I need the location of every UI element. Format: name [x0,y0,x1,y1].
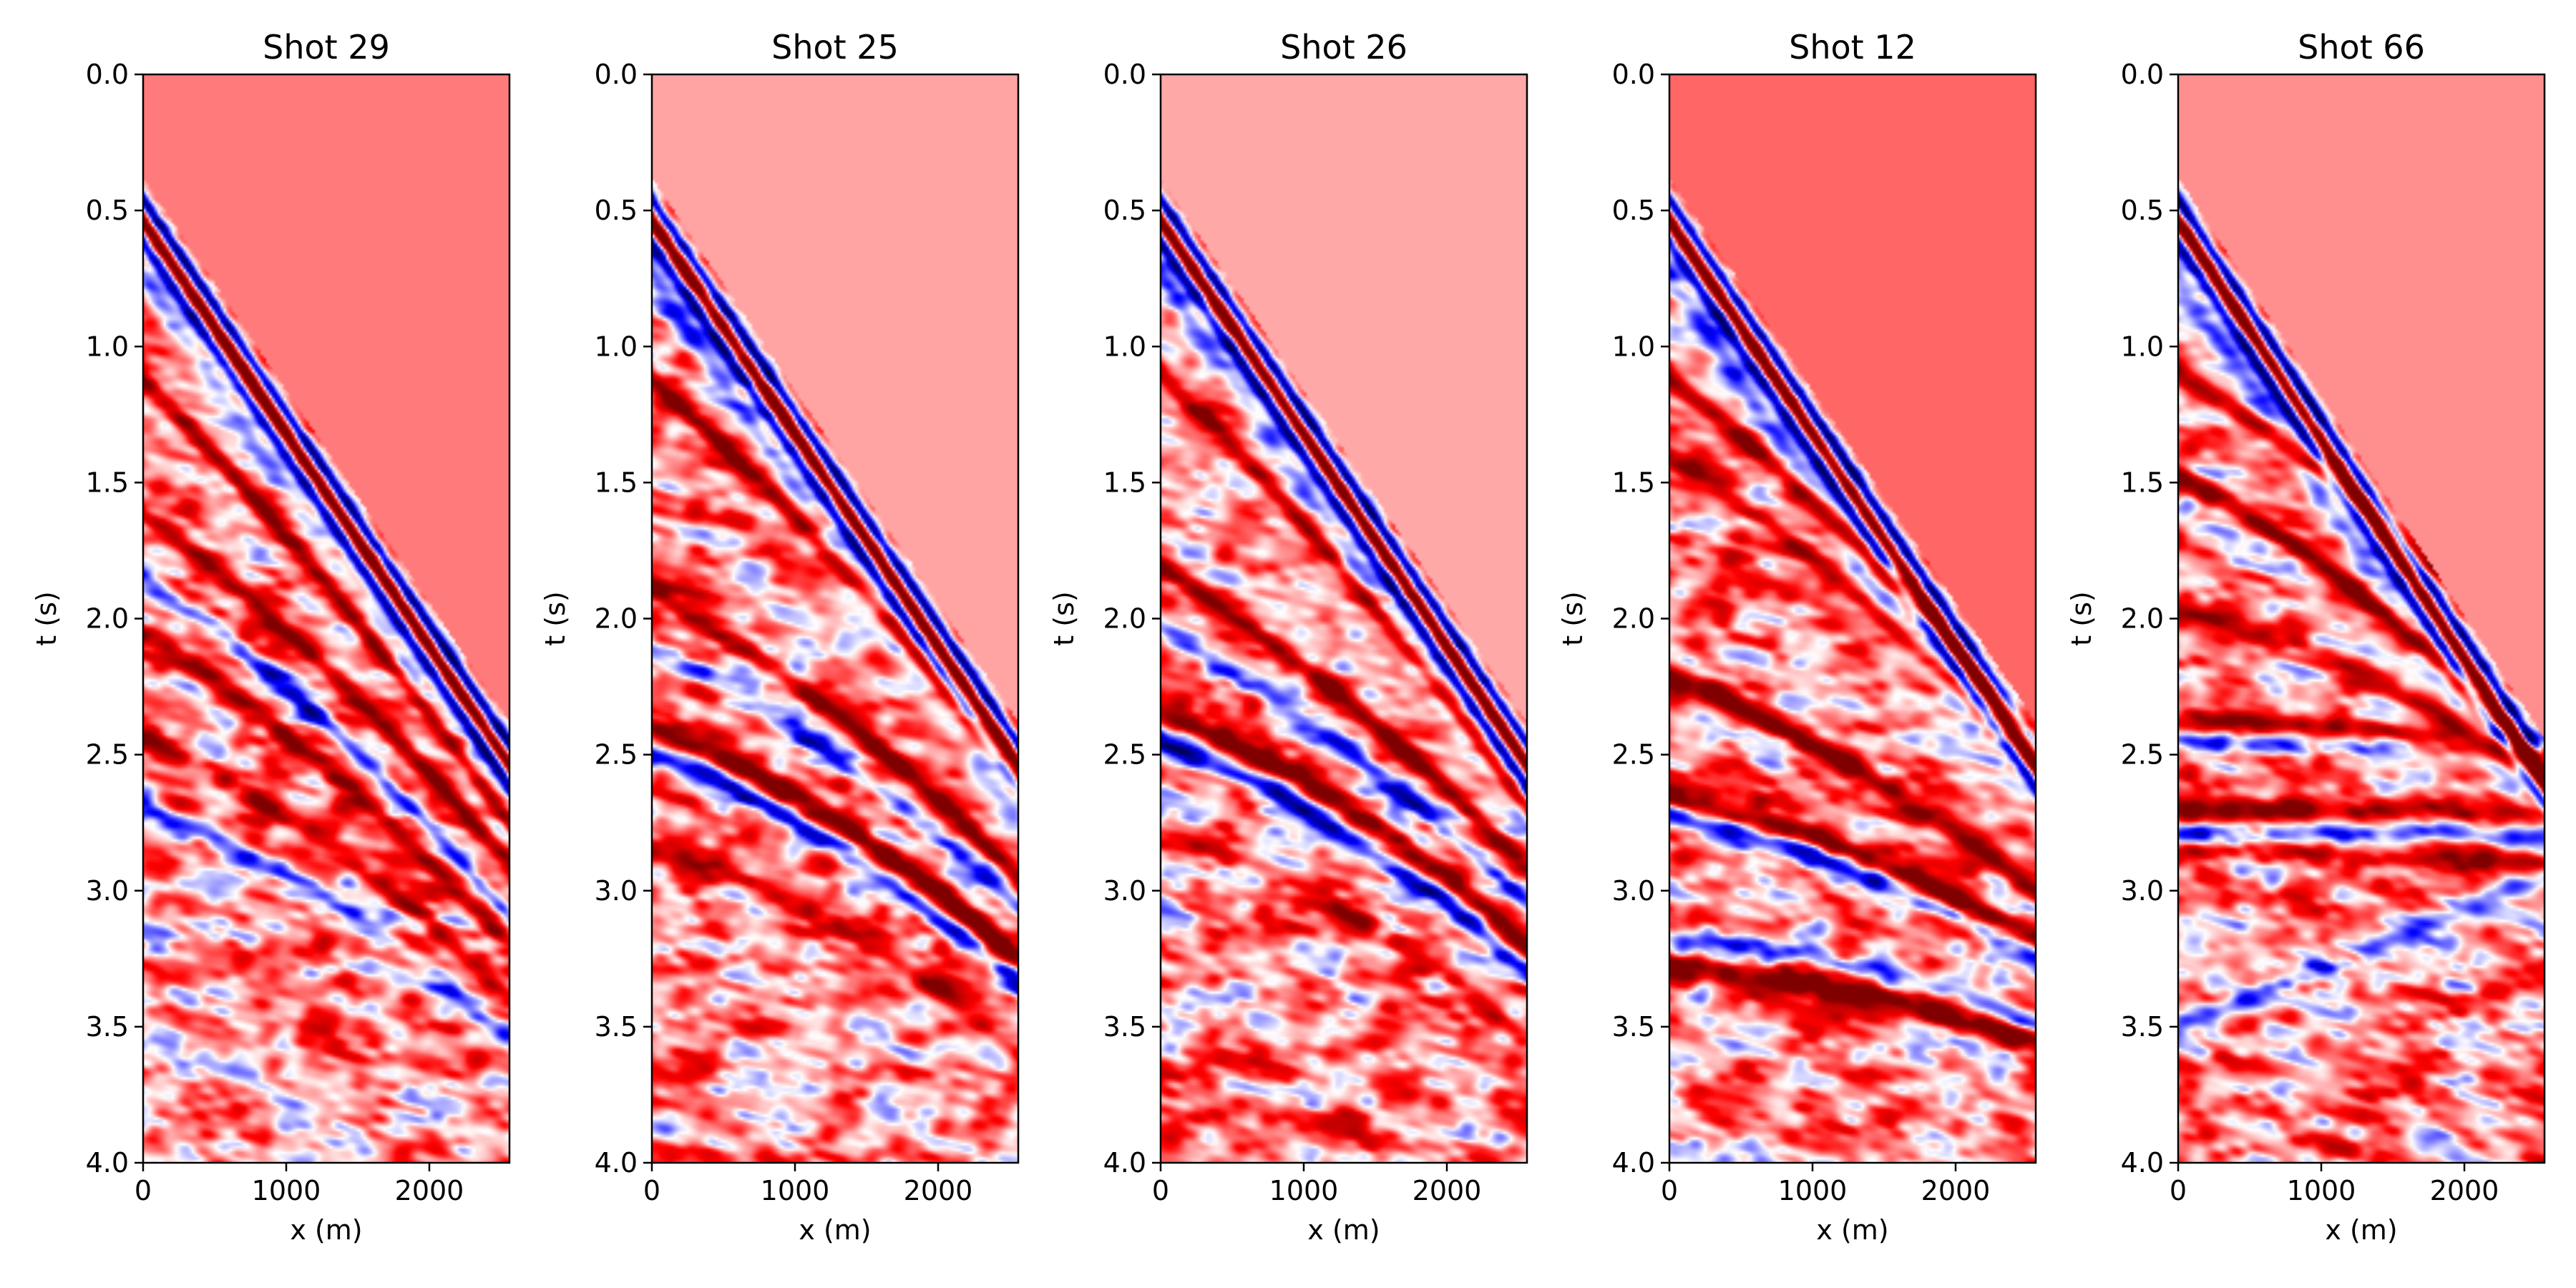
y-tick-label: 2.0 [1612,603,1655,635]
y-tick-label: 3.5 [595,1011,638,1043]
y-tick-label: 3.5 [86,1011,129,1043]
y-tick-label: 1.5 [1612,467,1655,498]
y-tick-label: 4.0 [595,1147,638,1179]
subplot-shot-29: Shot 29 x (m) t (s) 0.0 0.5 1.0 1.5 2.0 … [31,28,511,1246]
y-tick-label: 3.0 [1103,875,1146,907]
y-tick-label: 1.5 [2121,467,2164,498]
y-tick-label: 0.0 [86,59,129,90]
subplot-title: Shot 12 [1789,28,1916,67]
subplot-shot-25: Shot 25 x (m) t (s) 0.0 0.5 1.0 1.5 2.0 … [540,28,1020,1246]
y-tick-label: 0.5 [595,195,638,226]
x-tick-label: 1000 [252,1175,321,1206]
x-axis-label: x (m) [1307,1214,1380,1246]
y-tick-label: 2.0 [595,603,638,635]
x-tick-label: 1000 [761,1175,830,1206]
x-tick-label: 1000 [1778,1175,1848,1206]
y-tick-label: 0.5 [2121,195,2164,226]
x-tick-label: 0 [1152,1175,1169,1206]
y-tick-label: 2.5 [86,739,129,771]
wavefield-image [1669,74,2036,1163]
subplot-title: Shot 26 [1280,28,1407,67]
wavefield-image [652,74,1018,1163]
subplot-shot-26: Shot 26 x (m) t (s) 0.0 0.5 1.0 1.5 2.0 … [1048,28,1528,1246]
y-tick-label: 1.0 [595,331,638,362]
y-tick-label: 4.0 [2121,1147,2164,1179]
y-tick-label: 2.5 [1612,739,1655,771]
y-axis-label: t (s) [1557,591,1589,645]
x-tick-label: 0 [135,1175,152,1206]
x-tick-label: 0 [1661,1175,1678,1206]
y-tick-label: 0.0 [1612,59,1655,90]
subplot-shot-66: Shot 66 x (m) t (s) 0.0 0.5 1.0 1.5 2.0 … [2066,28,2546,1246]
y-tick-label: 0.0 [2121,59,2164,90]
x-tick-label: 2000 [1921,1175,1991,1206]
y-tick-label: 1.0 [2121,331,2164,362]
y-tick-label: 3.0 [595,875,638,907]
y-tick-label: 3.0 [2121,875,2164,907]
y-tick-label: 2.5 [595,739,638,771]
y-tick-label: 1.0 [1612,331,1655,362]
y-tick-label: 1.5 [595,467,638,498]
x-axis-label: x (m) [1816,1214,1888,1246]
wavefield-image [2178,74,2545,1163]
y-tick-label: 0.0 [595,59,638,90]
x-tick-label: 2000 [904,1175,973,1206]
x-tick-label: 1000 [1269,1175,1339,1206]
y-axis-label: t (s) [1048,591,1080,645]
y-tick-label: 1.0 [86,331,129,362]
y-tick-label: 4.0 [86,1147,129,1179]
y-tick-label: 3.5 [1612,1011,1655,1043]
x-axis-label: x (m) [2325,1214,2397,1246]
wavefield-image [143,74,509,1163]
y-tick-label: 3.0 [86,875,129,907]
subplot-title: Shot 29 [263,28,390,67]
y-axis-label: t (s) [2066,591,2097,645]
y-tick-label: 2.5 [2121,739,2164,771]
subplot-title: Shot 66 [2298,28,2425,67]
x-tick-label: 2000 [2430,1175,2499,1206]
y-tick-label: 3.5 [2121,1011,2164,1043]
y-tick-label: 0.5 [86,195,129,226]
y-tick-label: 3.5 [1103,1011,1146,1043]
x-tick-label: 0 [643,1175,660,1206]
y-tick-label: 2.5 [1103,739,1146,771]
x-tick-label: 0 [2170,1175,2187,1206]
subplot-shot-12: Shot 12 x (m) t (s) 0.0 0.5 1.0 1.5 2.0 … [1557,28,2037,1246]
y-tick-label: 4.0 [1103,1147,1146,1179]
y-tick-label: 2.0 [1103,603,1146,635]
y-axis-label: t (s) [31,591,62,645]
y-tick-label: 1.5 [1103,467,1146,498]
y-tick-label: 0.0 [1103,59,1146,90]
wavefield-image [1161,74,1527,1163]
y-tick-label: 4.0 [1612,1147,1655,1179]
subplot-title: Shot 25 [771,28,899,67]
x-tick-label: 2000 [1413,1175,1482,1206]
y-tick-label: 3.0 [1612,875,1655,907]
x-axis-label: x (m) [799,1214,871,1246]
x-tick-label: 1000 [2287,1175,2356,1206]
y-tick-label: 2.0 [86,603,129,635]
y-tick-label: 1.0 [1103,331,1146,362]
y-tick-label: 0.5 [1103,195,1146,226]
y-axis-label: t (s) [540,591,571,645]
y-tick-label: 1.5 [86,467,129,498]
x-axis-label: x (m) [290,1214,362,1246]
y-tick-label: 0.5 [1612,195,1655,226]
y-tick-label: 2.0 [2121,603,2164,635]
x-tick-label: 2000 [395,1175,464,1206]
